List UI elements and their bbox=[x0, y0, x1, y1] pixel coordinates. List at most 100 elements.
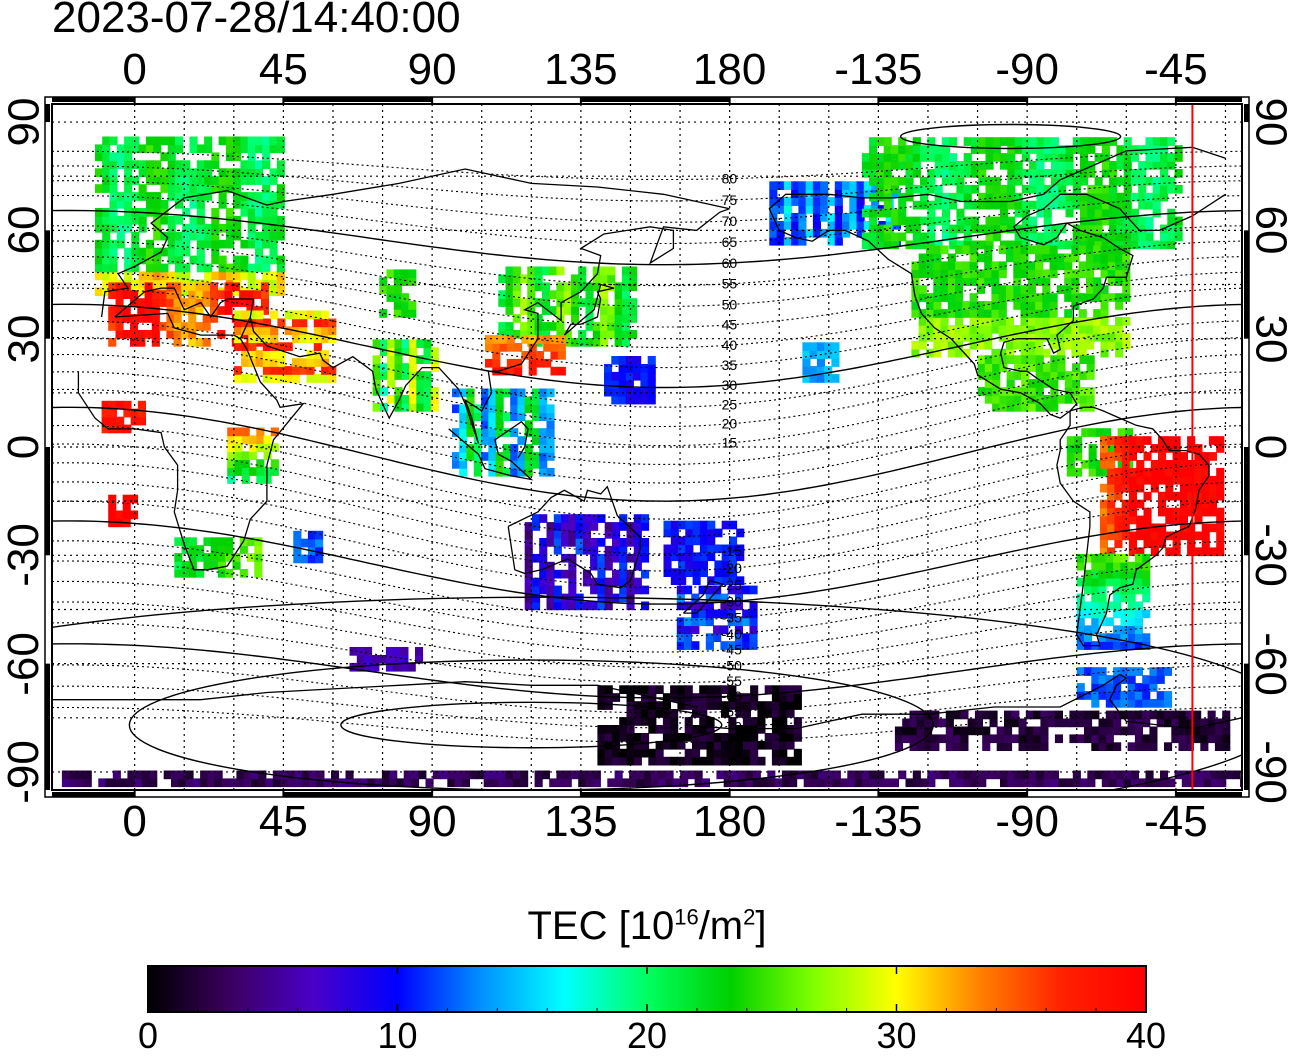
tec-cell bbox=[1049, 325, 1058, 334]
tec-cell bbox=[956, 169, 965, 178]
tec-cell bbox=[1036, 184, 1045, 194]
tec-cell bbox=[705, 609, 714, 619]
tec-cell bbox=[582, 601, 591, 611]
tec-cell bbox=[527, 290, 536, 299]
tec-cell bbox=[978, 137, 987, 146]
tec-cell bbox=[764, 701, 773, 710]
tec-cell bbox=[849, 181, 858, 190]
tec-cell bbox=[802, 358, 811, 367]
tec-cell bbox=[969, 245, 978, 255]
tec-cell bbox=[786, 725, 795, 734]
tec-cell bbox=[651, 770, 660, 780]
tec-cell bbox=[1116, 208, 1125, 218]
tec-cell bbox=[1130, 232, 1139, 242]
magnetic-contour bbox=[52, 685, 1242, 729]
tec-cell bbox=[1128, 531, 1137, 541]
tec-cell bbox=[210, 306, 219, 315]
tec-cell bbox=[550, 335, 559, 344]
tec-cell bbox=[218, 271, 227, 281]
tec-cell bbox=[1167, 184, 1176, 194]
tec-cell bbox=[225, 231, 234, 241]
tec-cell bbox=[1152, 200, 1161, 210]
tec-cell bbox=[1020, 253, 1029, 263]
tec-cell bbox=[597, 569, 606, 579]
tec-cell bbox=[1150, 460, 1159, 469]
tec-cell bbox=[270, 350, 279, 359]
tec-cell bbox=[949, 137, 958, 146]
tec-cell bbox=[684, 641, 693, 650]
tec-cell bbox=[663, 520, 672, 530]
tec-cell bbox=[793, 748, 802, 758]
tec-cell bbox=[466, 404, 475, 414]
coastline bbox=[682, 579, 725, 614]
tec-cell bbox=[1171, 710, 1180, 720]
tec-cell bbox=[269, 279, 278, 289]
tec-cell bbox=[160, 168, 169, 177]
tec-cell bbox=[1164, 667, 1173, 676]
tec-cell bbox=[812, 213, 821, 222]
tec-cell bbox=[692, 568, 701, 577]
contour-label: 50 bbox=[722, 296, 738, 312]
tec-cell bbox=[241, 310, 250, 320]
frame-ticks bbox=[45, 97, 1249, 797]
tec-cell bbox=[495, 396, 504, 406]
tec-cell bbox=[912, 145, 921, 154]
tec-cell bbox=[1178, 710, 1187, 720]
tec-cell bbox=[256, 475, 265, 484]
tec-cell bbox=[1042, 309, 1051, 318]
tec-cell bbox=[1194, 531, 1203, 541]
tec-cell bbox=[692, 560, 701, 570]
tec-cell bbox=[1006, 403, 1015, 412]
tec-cell bbox=[1101, 192, 1110, 202]
tec-cell bbox=[676, 585, 685, 595]
tec-cell bbox=[691, 617, 700, 627]
tec-cell bbox=[175, 247, 184, 257]
tec-cell bbox=[749, 585, 758, 595]
tec-cell bbox=[262, 366, 271, 375]
tec-cell bbox=[918, 325, 927, 334]
tec-cell bbox=[1143, 531, 1152, 541]
tec-cell bbox=[824, 366, 833, 375]
tec-cell bbox=[699, 520, 708, 530]
tec-cell bbox=[240, 208, 249, 217]
tec-cell bbox=[495, 420, 504, 429]
tec-cell bbox=[640, 371, 649, 381]
tec-cell bbox=[498, 322, 507, 331]
tec-cell bbox=[204, 192, 213, 201]
tec-cell bbox=[1021, 169, 1030, 178]
tec-cell bbox=[912, 161, 921, 170]
tec-cell bbox=[1179, 467, 1188, 477]
tec-cell bbox=[1101, 200, 1110, 210]
tec-cell bbox=[1043, 169, 1052, 178]
tec-cell bbox=[115, 510, 124, 520]
tec-cell bbox=[812, 181, 821, 190]
tec-cell bbox=[962, 348, 971, 358]
tec-cell bbox=[539, 444, 548, 453]
tec-cell bbox=[247, 537, 256, 546]
tec-cell bbox=[115, 290, 124, 299]
tec-cell bbox=[520, 274, 529, 284]
tec-cell bbox=[1076, 577, 1085, 587]
tec-cell bbox=[1208, 499, 1217, 509]
tec-cell bbox=[905, 176, 914, 186]
tec-cell bbox=[276, 136, 285, 146]
tec-cell bbox=[1000, 192, 1009, 202]
tec-cell bbox=[313, 342, 322, 351]
tec-cell bbox=[991, 261, 1000, 271]
tec-cell bbox=[1042, 348, 1051, 358]
tec-cell bbox=[918, 317, 927, 326]
tec-cell bbox=[600, 330, 609, 339]
tec-cell bbox=[145, 136, 154, 146]
tec-cell bbox=[1066, 460, 1075, 469]
tec-cell bbox=[699, 717, 708, 726]
tec-cell bbox=[367, 778, 376, 788]
tec-cell bbox=[255, 168, 264, 177]
tec-cell bbox=[218, 176, 227, 185]
tec-cell bbox=[678, 576, 687, 585]
tec-cell bbox=[277, 374, 286, 383]
tec-cell bbox=[941, 192, 950, 202]
tec-cell bbox=[1138, 184, 1147, 194]
tec-cell bbox=[174, 553, 183, 562]
tec-cell bbox=[535, 335, 544, 344]
tec-cell bbox=[1156, 710, 1165, 720]
